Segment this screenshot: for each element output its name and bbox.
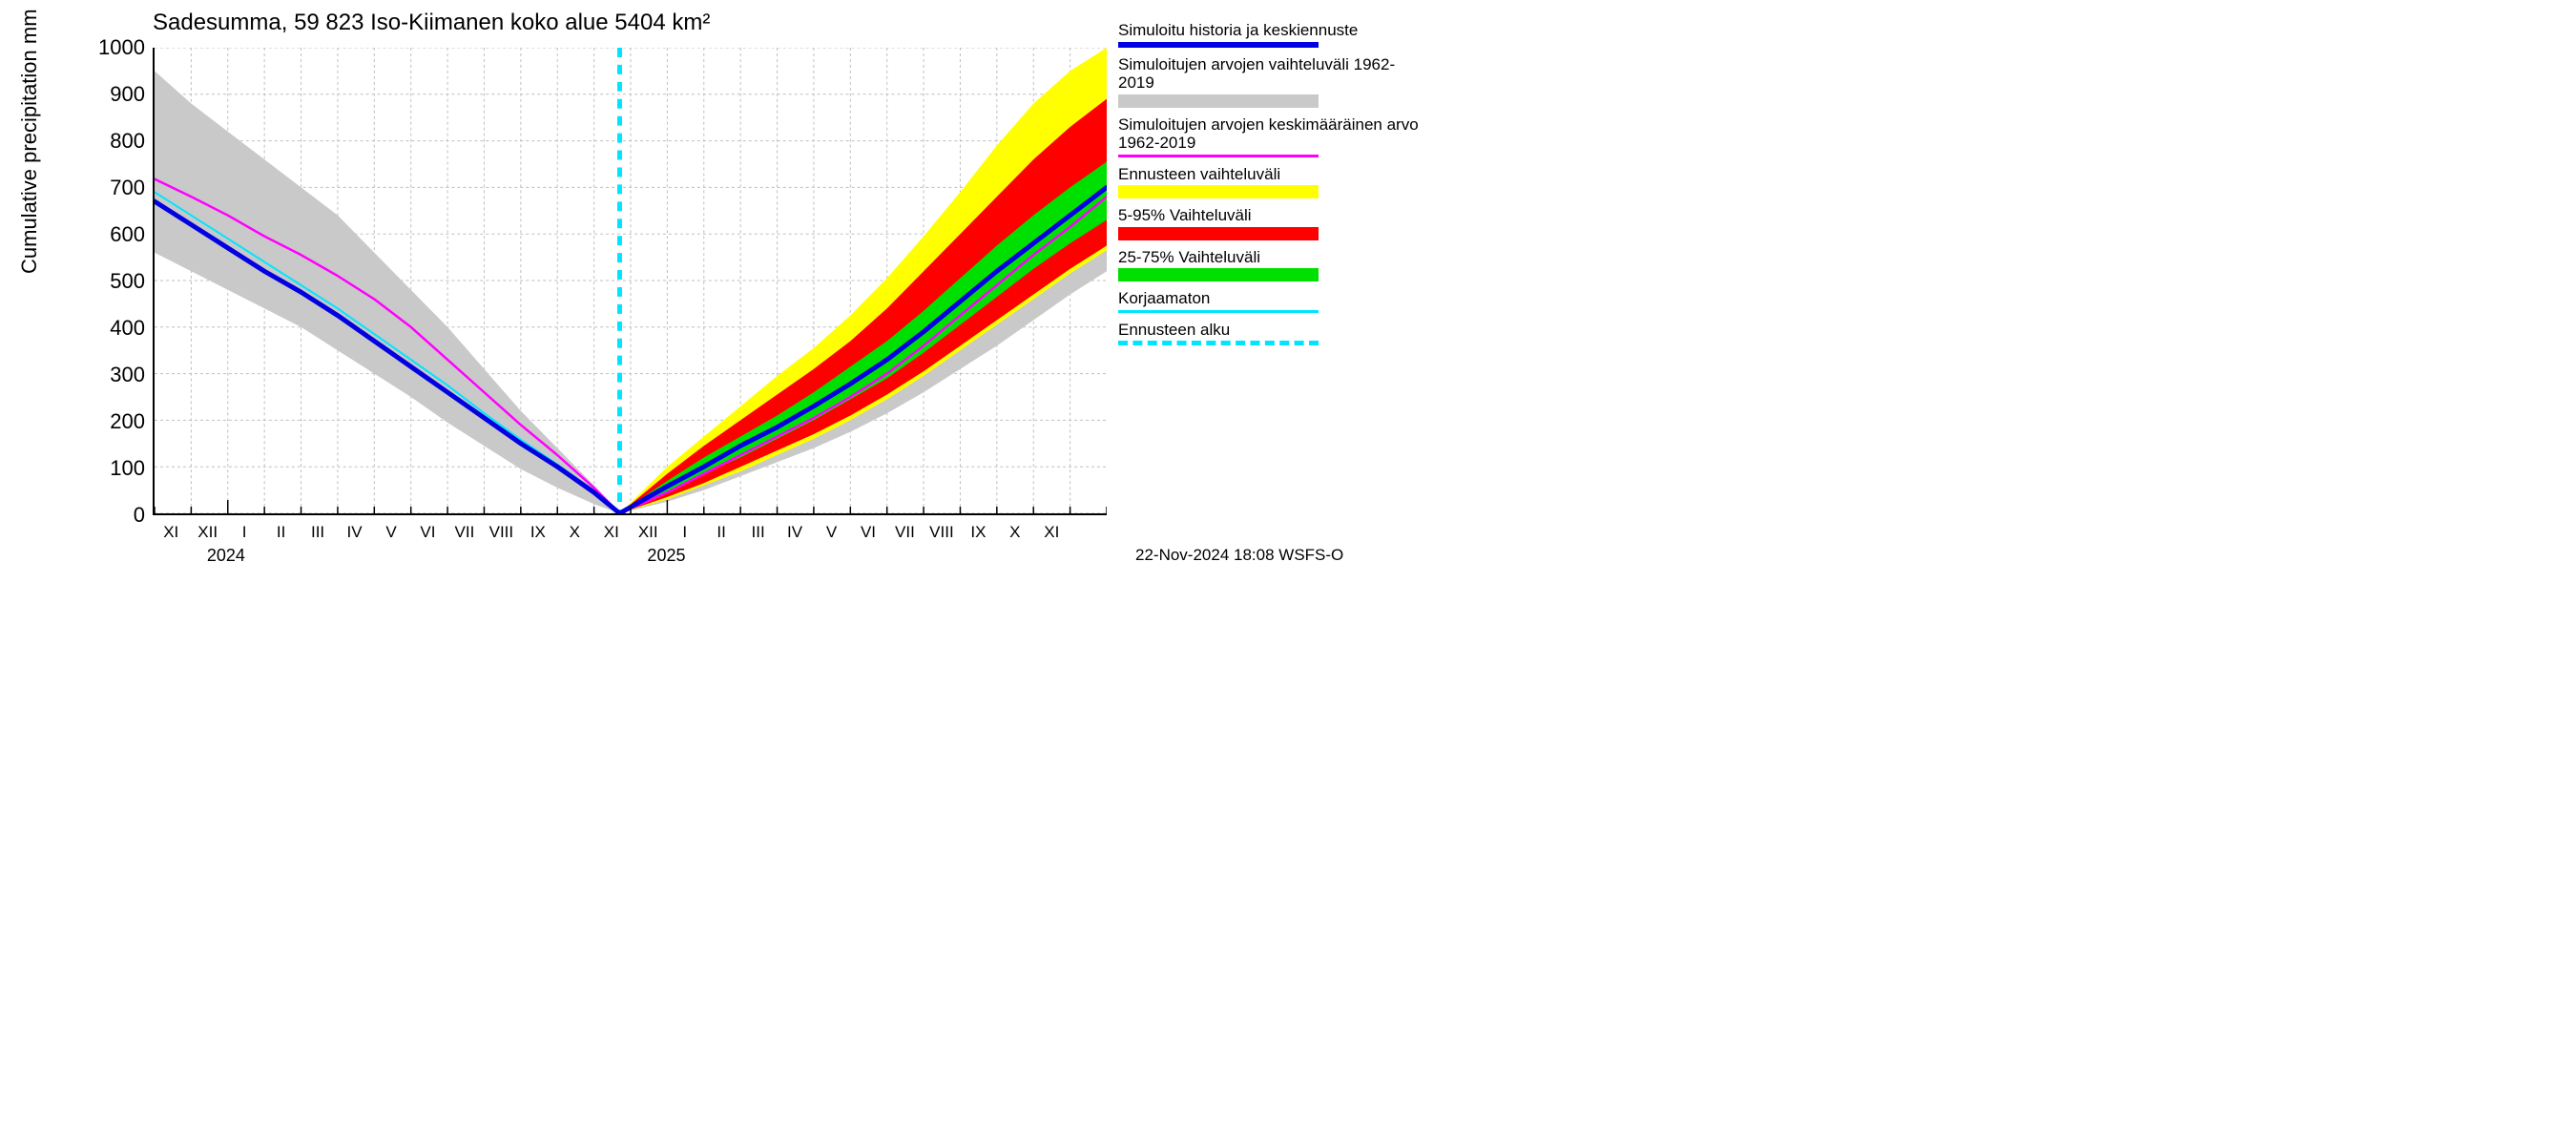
x-tick-label: IX xyxy=(530,523,546,542)
x-tick-label: X xyxy=(1009,523,1020,542)
legend-label: Simuloitujen arvojen keskimääräinen arvo… xyxy=(1118,115,1423,153)
legend-item: Simuloitujen arvojen keskimääräinen arvo… xyxy=(1118,115,1423,157)
legend-swatch xyxy=(1118,310,1319,313)
y-tick-label: 400 xyxy=(110,316,145,341)
x-tick-label: V xyxy=(826,523,837,542)
legend-item: Korjaamaton xyxy=(1118,289,1423,313)
chart-canvas: Sadesumma, 59 823 Iso-Kiimanen koko alue… xyxy=(0,0,1431,572)
legend-label: Simuloitujen arvojen vaihteluväli 1962-2… xyxy=(1118,55,1423,93)
y-tick-label: 0 xyxy=(134,503,145,528)
legend-item: 5-95% Vaihteluväli xyxy=(1118,206,1423,240)
legend-swatch xyxy=(1118,155,1319,157)
x-tick-label: VII xyxy=(455,523,475,542)
legend-swatch xyxy=(1118,94,1319,108)
x-tick-label: VI xyxy=(861,523,876,542)
y-tick-label: 800 xyxy=(110,129,145,154)
x-tick-label: VII xyxy=(895,523,915,542)
x-tick-label: IV xyxy=(347,523,363,542)
x-tick-label: III xyxy=(311,523,324,542)
legend-swatch xyxy=(1118,227,1319,240)
x-tick-label: V xyxy=(385,523,396,542)
legend-item: 25-75% Vaihteluväli xyxy=(1118,248,1423,282)
y-tick-label: 300 xyxy=(110,363,145,387)
y-tick-label: 100 xyxy=(110,456,145,481)
legend-item: Ennusteen vaihteluväli xyxy=(1118,165,1423,199)
legend-item: Simuloitu historia ja keskiennuste xyxy=(1118,21,1423,48)
y-tick-label: 700 xyxy=(110,176,145,200)
x-tick-label: VIII xyxy=(489,523,514,542)
y-tick-label: 1000 xyxy=(98,35,145,60)
x-tick-label: XI xyxy=(604,523,619,542)
legend-item: Ennusteen alku xyxy=(1118,321,1423,346)
x-tick-label: VIII xyxy=(929,523,954,542)
legend-swatch xyxy=(1118,42,1319,48)
x-tick-label: VI xyxy=(420,523,435,542)
x-year-label: 2024 xyxy=(207,546,245,566)
x-tick-label: IV xyxy=(787,523,802,542)
x-tick-label: XI xyxy=(163,523,178,542)
legend-label: 5-95% Vaihteluväli xyxy=(1118,206,1423,225)
plot-svg xyxy=(155,48,1107,513)
x-tick-label: XII xyxy=(638,523,658,542)
y-tick-label: 200 xyxy=(110,409,145,434)
x-tick-label: II xyxy=(717,523,725,542)
y-tick-label: 500 xyxy=(110,269,145,294)
legend-item: Simuloitujen arvojen vaihteluväli 1962-2… xyxy=(1118,55,1423,108)
x-tick-label: I xyxy=(242,523,247,542)
x-tick-label: IX xyxy=(970,523,986,542)
legend-label: Simuloitu historia ja keskiennuste xyxy=(1118,21,1423,40)
legend: Simuloitu historia ja keskiennuste Simulo… xyxy=(1118,21,1423,353)
x-year-label: 2025 xyxy=(647,546,685,566)
y-tick-label: 600 xyxy=(110,222,145,247)
legend-label: Korjaamaton xyxy=(1118,289,1423,308)
x-tick-label: X xyxy=(570,523,580,542)
x-tick-label: III xyxy=(752,523,765,542)
legend-label: Ennusteen alku xyxy=(1118,321,1423,340)
plot-area xyxy=(153,48,1107,515)
legend-label: 25-75% Vaihteluväli xyxy=(1118,248,1423,267)
x-tick-label: II xyxy=(277,523,285,542)
legend-label: Ennusteen vaihteluväli xyxy=(1118,165,1423,184)
legend-swatch xyxy=(1118,185,1319,198)
x-tick-label: I xyxy=(682,523,687,542)
legend-swatch xyxy=(1118,268,1319,281)
x-tick-label: XII xyxy=(197,523,218,542)
chart-title: Sadesumma, 59 823 Iso-Kiimanen koko alue… xyxy=(153,10,710,36)
legend-swatch xyxy=(1118,341,1319,345)
y-tick-label: 900 xyxy=(110,82,145,107)
y-axis-label: Cumulative precipitation mm xyxy=(17,9,42,274)
x-tick-label: XI xyxy=(1044,523,1059,542)
footer-timestamp: 22-Nov-2024 18:08 WSFS-O xyxy=(1135,546,1343,565)
